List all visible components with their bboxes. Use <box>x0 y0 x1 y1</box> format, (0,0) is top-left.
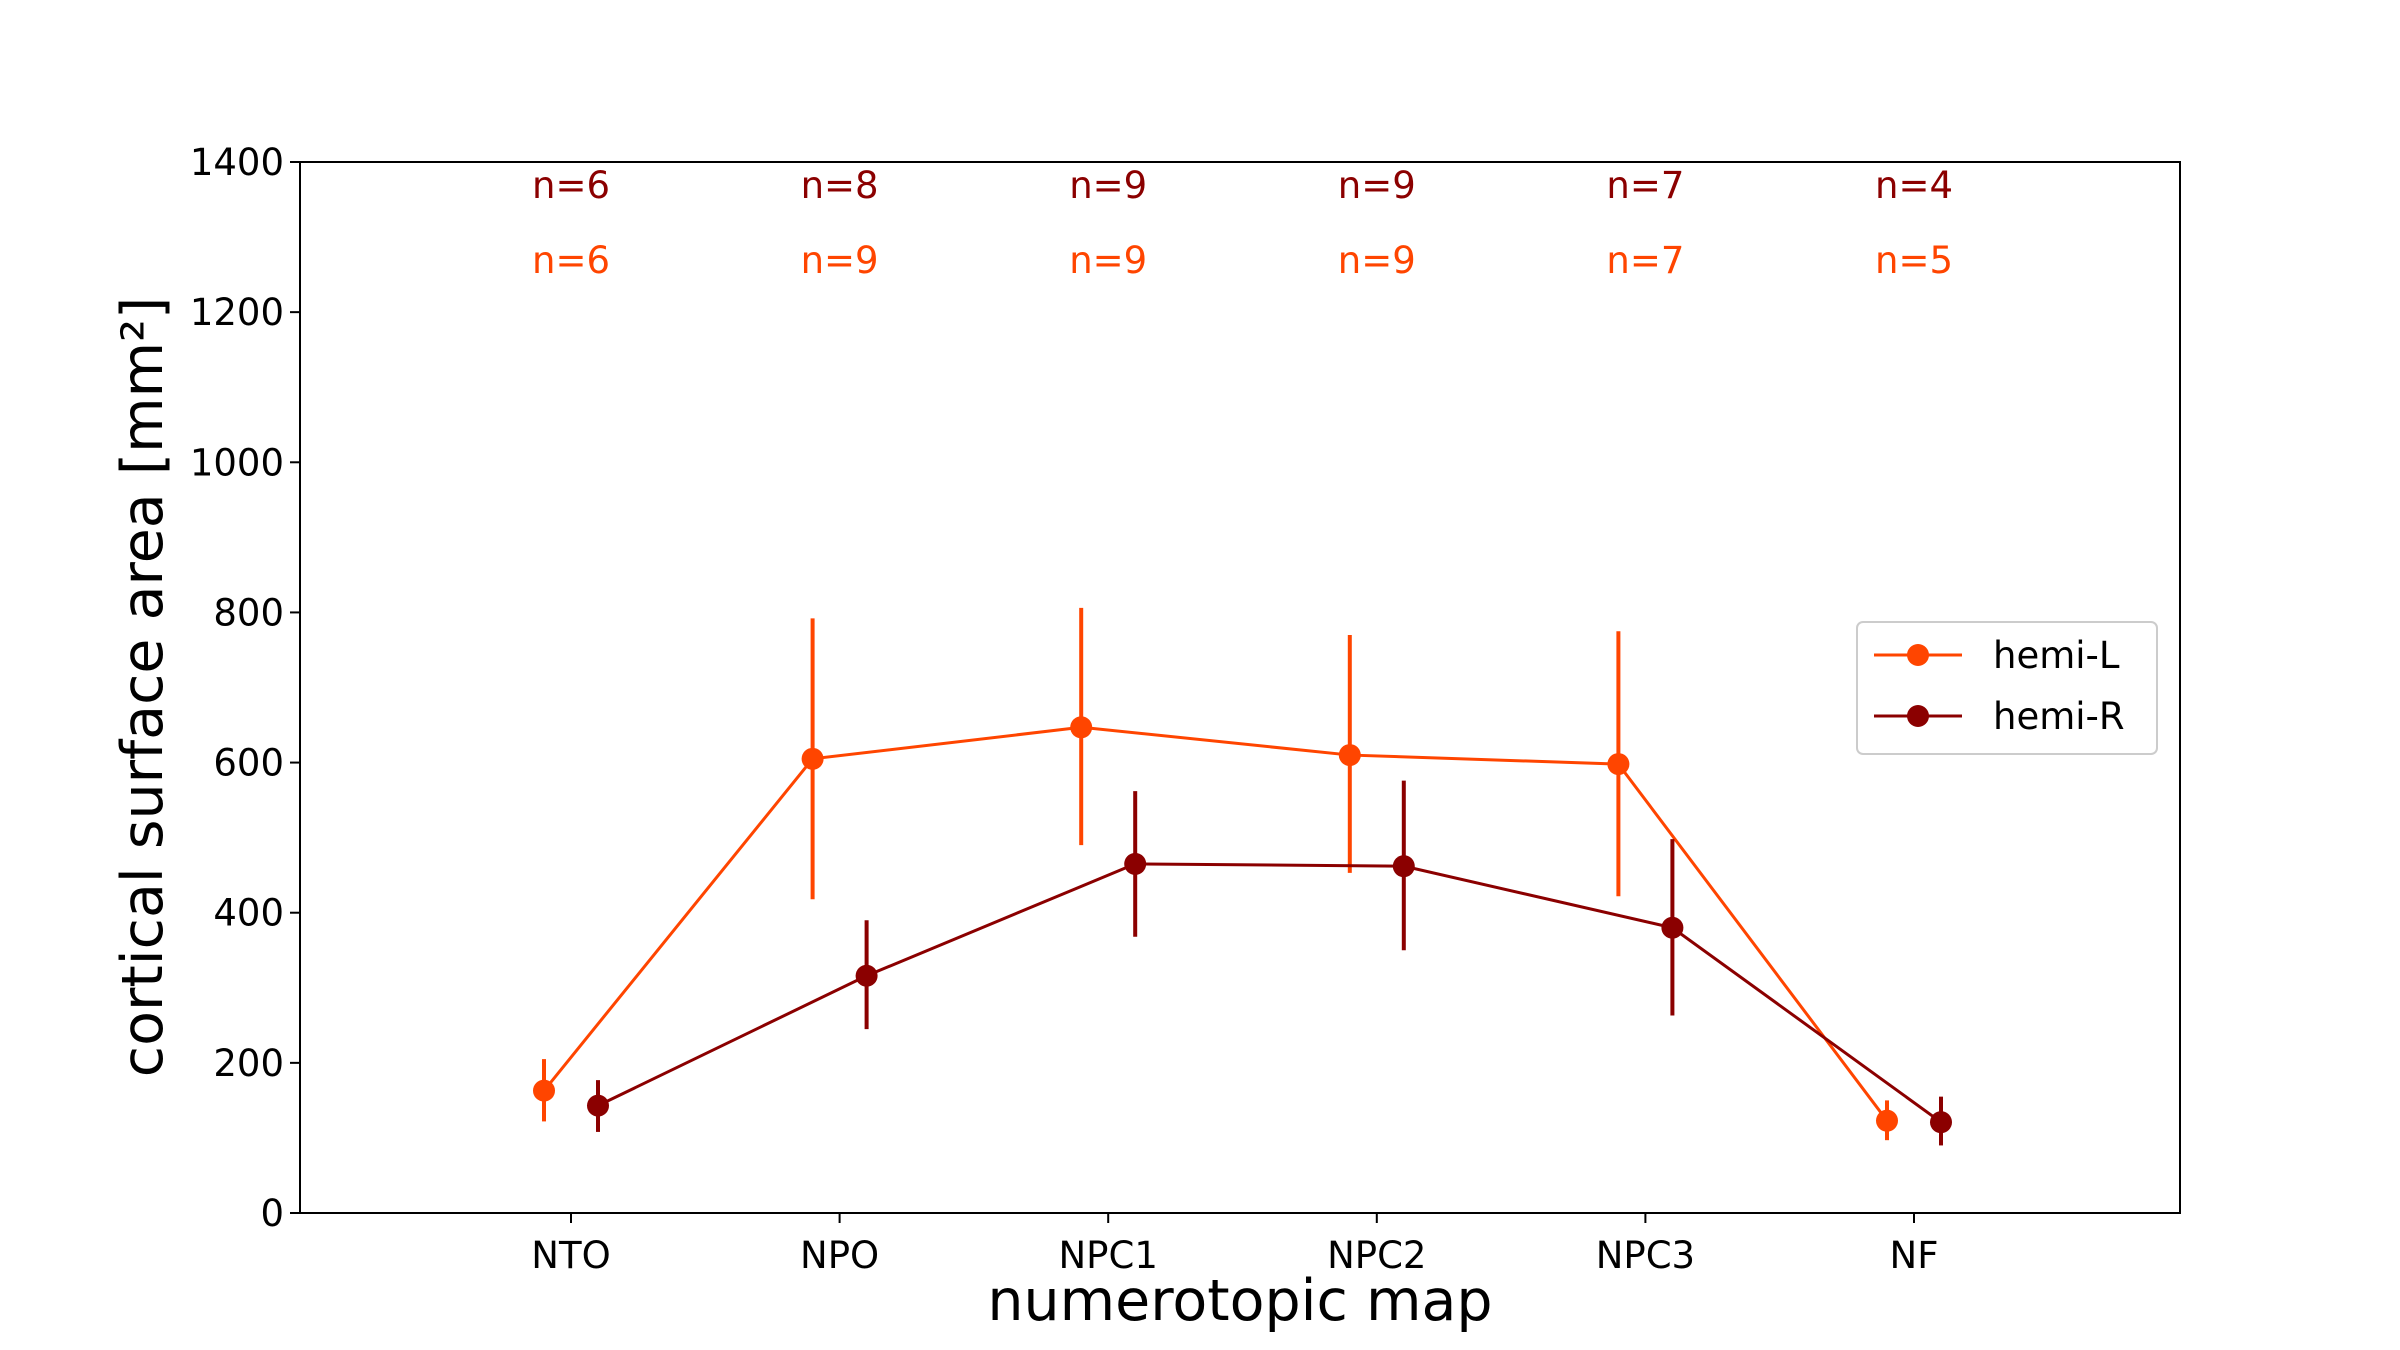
hemi-r-data-point <box>587 1094 609 1117</box>
y-tick-label: 200 <box>213 1042 284 1085</box>
hemi-r-legend-marker <box>1907 705 1929 727</box>
hemi-r-data-point <box>855 964 878 987</box>
x-tick-label: NPO <box>800 1234 879 1277</box>
hemi-l-legend-label: hemi-L <box>1993 634 2120 677</box>
hemi-l-n-label: n=9 <box>1338 239 1416 282</box>
hemi-r-data-point <box>1930 1111 1952 1134</box>
plot-area: n=6 n=9 n=9 n=9 n=7 n=5 n=6 n=8 n=9 n=9 n=7 n=4 <box>532 164 1953 1146</box>
hemi-l-data-point <box>533 1079 555 1102</box>
hemi-l-n-label: n=9 <box>801 239 879 282</box>
y-tick-label: 400 <box>213 892 284 935</box>
hemi-r-n-label: n=8 <box>801 164 879 207</box>
y-axis-label: cortical surface area [mm²] <box>110 297 176 1077</box>
x-tick-label: NF <box>1890 1234 1939 1277</box>
hemi-r-n-label: n=9 <box>1069 164 1147 207</box>
hemi-l-data-point <box>1338 744 1361 767</box>
hemi-l-data-point <box>1070 716 1093 739</box>
hemi-l-series-line <box>542 725 1889 1122</box>
hemi-r-legend-label: hemi-R <box>1993 695 2125 738</box>
x-axis-label: numerotopic map <box>987 1268 1492 1334</box>
hemi-r-n-label: n=6 <box>532 164 610 207</box>
hemi-r-n-label: n=9 <box>1338 164 1416 207</box>
y-tick-label: 1000 <box>190 441 284 484</box>
hemi-l-data-point <box>1607 753 1630 776</box>
hemi-l-legend-marker <box>1907 644 1929 666</box>
x-tick-label: NPC1 <box>1059 1234 1158 1277</box>
y-tick-label: 1400 <box>190 141 284 184</box>
hemi-l-n-label: n=7 <box>1606 239 1684 282</box>
x-tick-label: NPC2 <box>1327 1234 1426 1277</box>
hemi-r-data-point <box>1392 855 1415 878</box>
hemi-l-n-label: n=6 <box>532 239 610 282</box>
y-tick-label: 0 <box>260 1192 284 1235</box>
x-tick-label: NPC3 <box>1596 1234 1695 1277</box>
hemi-r-series-line <box>597 862 1942 1124</box>
hemi-r-n-label: n=7 <box>1606 164 1684 207</box>
axes: 0 200 400 600 800 1000 1200 1400 NTO NPO NPC1 NPC2 N… <box>190 141 1939 1277</box>
hemi-r-n-label: n=4 <box>1875 164 1953 207</box>
hemi-l-data-point <box>801 747 824 770</box>
axes-frame <box>299 161 2181 1214</box>
hemi-l-n-label: n=5 <box>1875 239 1953 282</box>
hemi-l-data-point <box>1876 1109 1898 1132</box>
y-tick-label: 800 <box>213 591 284 634</box>
x-tick-label: NTO <box>531 1234 610 1277</box>
y-tick-label: 1200 <box>190 291 284 334</box>
hemi-r-data-point <box>1124 852 1147 875</box>
legend: hemi-L hemi-R <box>1856 621 2158 755</box>
hemi-l-n-label: n=9 <box>1069 239 1147 282</box>
y-tick-label: 600 <box>213 742 284 785</box>
hemi-r-data-point <box>1661 916 1684 939</box>
